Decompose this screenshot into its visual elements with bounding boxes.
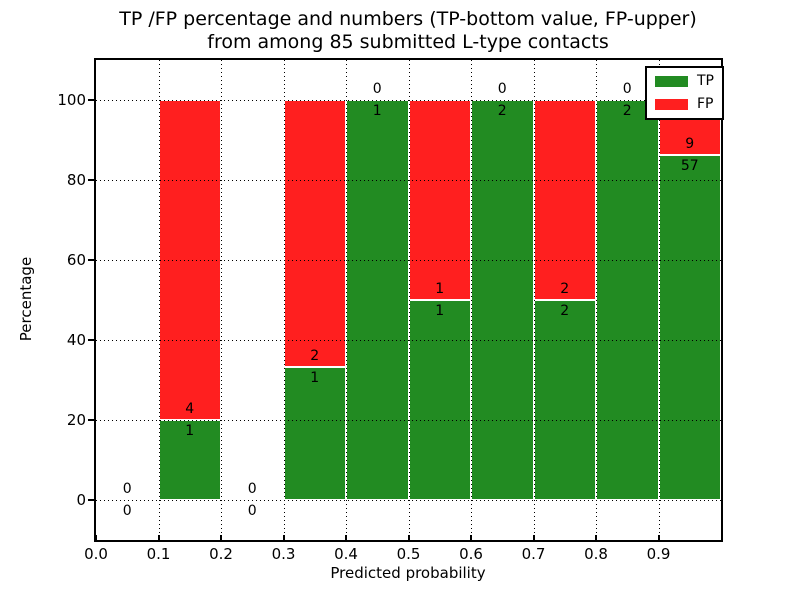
tp-count-annotation: 1 [435,303,445,319]
legend-item: FP [655,97,714,112]
tp-count-annotation: 57 [680,157,699,174]
fp-count-annotation: 0 [622,81,632,97]
tp-count-annotation: 1 [310,369,320,386]
bar-fp-segment [408,100,471,300]
y-tick-mark [88,419,94,421]
y-tick-mark [88,179,94,181]
y-tick-label: 40 [66,331,86,349]
fp-count-annotation: 9 [685,135,695,152]
x-tick-mark [595,535,597,540]
plot-area: TP FP 0 0 4 1 0 0 2 1 0 1 1 1 0 2 2 2 0 2 9 57 [94,58,724,542]
fp-count-annotation: 2 [310,347,320,364]
bar-tp-segment [533,300,596,500]
bar-tp-segment [471,100,534,500]
fp-count-annotation: 1 [435,281,445,297]
bar-fp-segment [283,100,346,367]
bar-tp-segment [596,100,659,500]
x-tick-label: 0.1 [146,545,171,563]
y-tick-mark [88,259,94,261]
x-tick-label: 0.9 [646,545,671,563]
y-tick-label: 0 [76,491,86,509]
chart-title-line-1: TP /FP percentage and numbers (TP-bottom… [119,8,697,30]
bar-fp-segment [533,100,596,300]
x-tick-mark [157,535,160,540]
gridline-horizontal [96,500,721,501]
bar-tp-segment [283,366,346,500]
x-tick-mark [345,535,347,540]
x-tick-label: 0.6 [459,545,483,563]
x-tick-label: 0.0 [84,545,108,563]
bar-tp-segment [346,100,409,500]
x-tick-mark [532,535,535,540]
legend-tp-swatch [655,76,688,87]
x-tick-label: 0.2 [209,545,233,563]
x-tick-mark [282,535,285,540]
tp-count-annotation: 2 [622,103,632,119]
tp-count-annotation: 2 [497,103,507,119]
chart-title: TP /FP percentage and numbers (TP-bottom… [88,8,728,54]
tp-count-annotation: 2 [560,303,570,319]
tp-count-annotation: 0 [247,503,257,519]
fp-count-annotation: 0 [122,481,132,497]
y-tick-label: 60 [66,251,86,269]
fp-count-annotation: 0 [247,481,257,497]
x-tick-mark [220,535,222,540]
x-tick-mark [95,535,97,540]
x-tick-mark [470,535,472,540]
y-tick-mark [88,499,94,501]
fp-count-annotation: 2 [560,281,570,297]
y-tick-mark [88,99,94,101]
legend-fp-swatch [655,99,688,110]
gridline-vertical [221,60,222,540]
y-tick-mark [88,339,94,341]
tp-count-annotation: 1 [185,423,195,439]
x-tick-label: 0.8 [584,545,608,563]
bar-tp-segment [408,300,471,500]
x-tick-label: 0.3 [271,545,296,563]
bar-tp-segment [658,154,721,500]
y-tick-label: 20 [66,411,86,429]
fp-count-annotation: 4 [185,401,195,417]
legend-item: TP [655,74,714,89]
x-tick-mark [657,535,660,540]
legend-label: FP [697,96,714,112]
tp-count-annotation: 1 [372,103,382,119]
tp-count-annotation: 0 [122,503,132,519]
y-tick-label: 100 [57,91,86,109]
legend: TP FP [645,66,724,120]
legend-label: TP [697,73,714,89]
fp-count-annotation: 0 [497,81,507,97]
x-tick-label: 0.5 [396,545,421,563]
chart-title-line-2: from among 85 submitted L-type contacts [207,31,609,53]
fp-count-annotation: 0 [372,81,382,97]
bar-fp-segment [158,100,221,420]
x-tick-label: 0.7 [521,545,546,563]
y-axis-label: Percentage [17,256,35,342]
x-tick-label: 0.4 [334,545,358,563]
x-tick-mark [407,535,410,540]
x-axis-label: Predicted probability [330,564,486,582]
y-tick-label: 80 [66,171,86,189]
